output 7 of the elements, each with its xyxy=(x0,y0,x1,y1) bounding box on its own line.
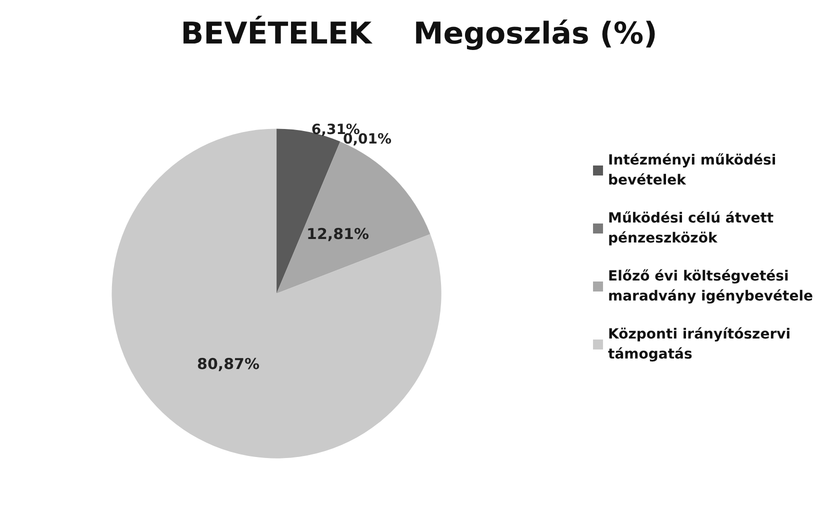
legend-label: Előző évi költségvetési maradvány igénybevétele xyxy=(608,268,814,304)
legend-label: Intézményi működési bevételek xyxy=(608,152,776,188)
data-label: 12,81% xyxy=(306,225,370,244)
legend-label: Központi irányítószervi támogatás xyxy=(608,326,791,362)
chart-title: BEVÉTELEK Megoszlás (%) xyxy=(180,16,658,52)
data-label: 80,87% xyxy=(197,354,260,373)
legend-label: Működési célú átvett pénzeszközök xyxy=(608,210,774,246)
